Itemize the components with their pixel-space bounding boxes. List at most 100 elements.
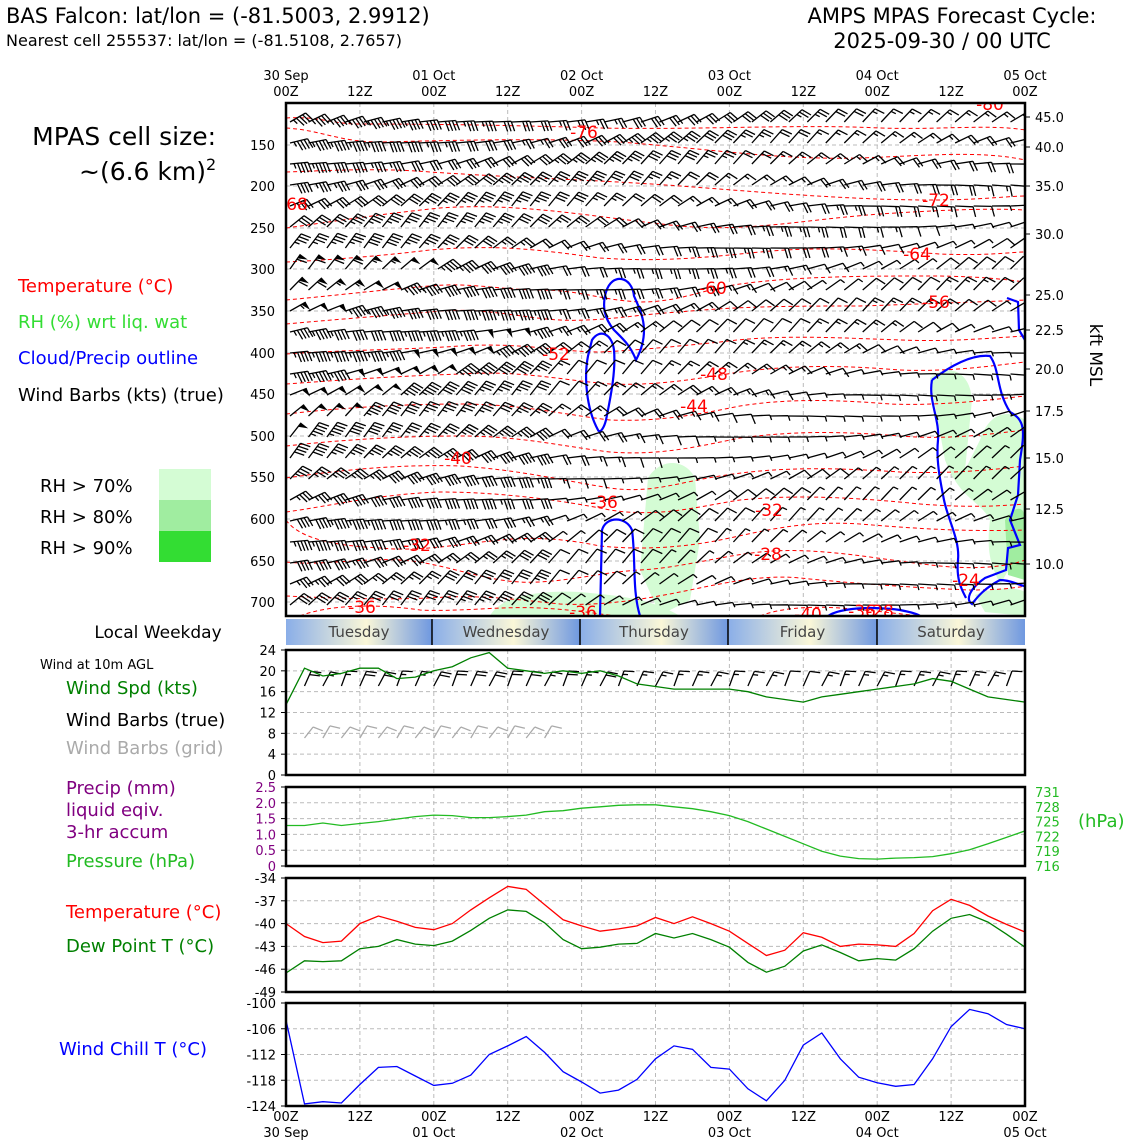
wind-barb bbox=[455, 380, 478, 396]
wind-barb-flag bbox=[410, 257, 421, 265]
wind-barb bbox=[918, 183, 941, 195]
wind-barb bbox=[419, 283, 443, 297]
isotherm-9 bbox=[286, 361, 1025, 385]
wind-barb-flag bbox=[297, 254, 308, 260]
wind-barb bbox=[751, 110, 775, 123]
kft-tick-label: 45.0 bbox=[1035, 111, 1064, 126]
wind-barb bbox=[973, 135, 998, 147]
wind-barb bbox=[326, 114, 351, 128]
wind-barb bbox=[529, 171, 553, 186]
isotherm-1 bbox=[286, 117, 1025, 131]
legend-rh90: RH > 90% bbox=[40, 538, 133, 559]
wind-barb bbox=[899, 372, 921, 378]
wind-barb bbox=[991, 326, 1013, 333]
wind-barb bbox=[419, 472, 443, 486]
wind-barb bbox=[973, 488, 993, 501]
top-date-label: 03 Oct bbox=[708, 69, 751, 84]
wind-barb bbox=[770, 226, 793, 237]
wind-barb-flag bbox=[376, 368, 384, 377]
wind-barb bbox=[659, 509, 683, 522]
wind-barb bbox=[991, 351, 1013, 358]
isotherm-label-36-mid: -36 bbox=[569, 603, 597, 623]
wind-barb bbox=[308, 592, 332, 606]
wind-barb bbox=[732, 129, 756, 144]
wind-barb bbox=[474, 286, 498, 299]
top-date-label: 01 Oct bbox=[412, 69, 455, 84]
wind-barb bbox=[659, 492, 680, 501]
wind-barb bbox=[1029, 164, 1050, 175]
wind-barb bbox=[788, 507, 806, 522]
wind-barb-flag bbox=[298, 422, 309, 429]
weekday-name: Saturday bbox=[917, 623, 985, 641]
wind-barb bbox=[677, 195, 702, 207]
bottom-time-tick-label: 00Z bbox=[569, 1110, 595, 1125]
wind-barb bbox=[585, 151, 609, 165]
wind-barb bbox=[474, 401, 496, 417]
bottom-date-label: 30 Sep bbox=[263, 1126, 308, 1140]
wind-barb bbox=[788, 129, 811, 144]
wind-barb bbox=[714, 267, 737, 279]
wind-barb bbox=[381, 401, 404, 417]
legend-rh70: RH > 70% bbox=[40, 476, 133, 497]
wind-barb bbox=[474, 156, 499, 169]
wind-barb bbox=[936, 562, 957, 569]
wind-barb bbox=[677, 508, 701, 522]
wind-barb bbox=[807, 177, 832, 188]
wind-barb bbox=[1010, 277, 1025, 291]
wind-speed-label: Wind Spd (kts) bbox=[66, 678, 198, 699]
wind-barb bbox=[456, 285, 480, 298]
wind-barb bbox=[326, 328, 350, 341]
wind-barb bbox=[659, 409, 684, 421]
wind-barb bbox=[899, 535, 921, 543]
wind-barb bbox=[677, 319, 701, 333]
wind-barb bbox=[363, 329, 387, 342]
wind-barb bbox=[437, 447, 462, 460]
wind-barb bbox=[954, 512, 976, 522]
wind-barb bbox=[640, 304, 665, 316]
wind-barb bbox=[455, 423, 479, 438]
wind-barb bbox=[381, 572, 406, 585]
weekday-name: Tuesday bbox=[327, 623, 389, 641]
wind-barb bbox=[765, 671, 785, 687]
wind-barb-flag bbox=[316, 254, 327, 260]
wind-barb bbox=[396, 725, 415, 739]
pressure-line bbox=[286, 804, 1025, 860]
wind-barb bbox=[844, 368, 865, 375]
wind-barb bbox=[382, 349, 406, 362]
wind-barb bbox=[640, 457, 663, 469]
wind-barb bbox=[548, 569, 570, 585]
wind-barb bbox=[511, 120, 534, 132]
y-tick-label: -100 bbox=[246, 997, 276, 1012]
wind-barb bbox=[991, 256, 1015, 270]
wind-barb bbox=[455, 174, 480, 186]
wind-barb bbox=[955, 373, 976, 381]
wind-barb bbox=[843, 153, 868, 165]
bottom-time-tick-label: 12Z bbox=[938, 1110, 964, 1125]
wind-barb bbox=[418, 422, 441, 438]
wind-barb bbox=[825, 262, 850, 273]
wind-barb bbox=[770, 390, 794, 401]
wind-barb bbox=[696, 196, 721, 207]
wind-barb bbox=[769, 129, 793, 144]
wind-barb bbox=[622, 494, 644, 501]
wind-barb bbox=[899, 414, 920, 421]
wind-barb bbox=[751, 339, 774, 354]
isotherm-label-48: -48 bbox=[700, 365, 728, 385]
wind-barb bbox=[862, 205, 885, 217]
wind-barb bbox=[640, 339, 663, 354]
wind-barb bbox=[733, 198, 758, 210]
wind-barb bbox=[470, 725, 489, 739]
wind-barb bbox=[622, 596, 643, 606]
wind-barb bbox=[493, 498, 516, 510]
isotherm-label-40: -40 bbox=[444, 449, 472, 469]
wind-barb bbox=[492, 261, 517, 276]
wind-barb bbox=[289, 215, 313, 228]
temperature-panel-frame bbox=[284, 876, 1027, 994]
wind-barb bbox=[936, 465, 955, 480]
wind-barb bbox=[770, 579, 792, 585]
wind-barb-flag bbox=[320, 387, 329, 396]
wind-barb bbox=[991, 221, 1013, 228]
top-time-tick-label: 00Z bbox=[569, 85, 595, 100]
isotherm-label-28-right: -28 bbox=[866, 602, 894, 622]
